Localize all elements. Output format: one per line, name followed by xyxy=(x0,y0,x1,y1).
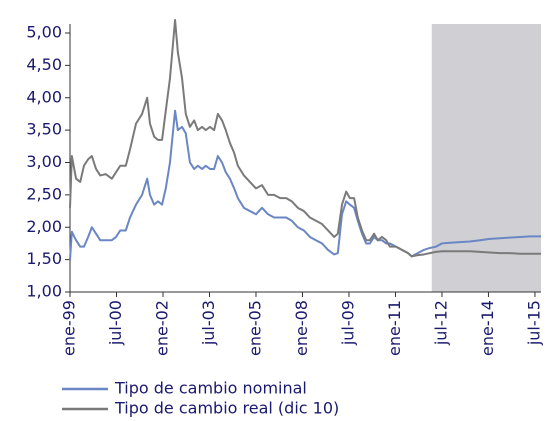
y-tick-label: 2,00 xyxy=(26,217,62,236)
line-series xyxy=(69,19,541,258)
x-tick-label: ene-05 xyxy=(245,300,264,356)
y-tick-label: 1,00 xyxy=(26,282,62,301)
y-tick-label: 1,50 xyxy=(26,249,62,268)
x-tick-label: jul-03 xyxy=(199,300,218,346)
x-tick-label: ene-08 xyxy=(292,300,311,356)
shaded-region xyxy=(431,24,541,292)
x-tick-label: ene-11 xyxy=(385,300,404,356)
y-tick-label: 3,50 xyxy=(26,120,62,139)
legend-label: Tipo de cambio real (dic 10) xyxy=(114,399,339,418)
legend-label: Tipo de cambio nominal xyxy=(114,379,307,398)
y-tick-label: 4,00 xyxy=(26,87,62,106)
x-tick-label: jul-00 xyxy=(106,300,125,346)
x-tick-label: jul-12 xyxy=(431,300,450,346)
x-tick-label: ene-99 xyxy=(60,300,79,356)
x-tick-label: jul-09 xyxy=(338,300,357,346)
x-tick-label: ene-02 xyxy=(152,300,171,356)
x-tick-label: jul-15 xyxy=(524,300,543,346)
y-tick-label: 4,50 xyxy=(26,55,62,74)
x-tick-label: ene-14 xyxy=(478,300,497,356)
y-tick-label: 3,00 xyxy=(26,152,62,171)
y-tick-label: 2,50 xyxy=(26,184,62,203)
y-tick-label: 5,00 xyxy=(26,23,62,42)
